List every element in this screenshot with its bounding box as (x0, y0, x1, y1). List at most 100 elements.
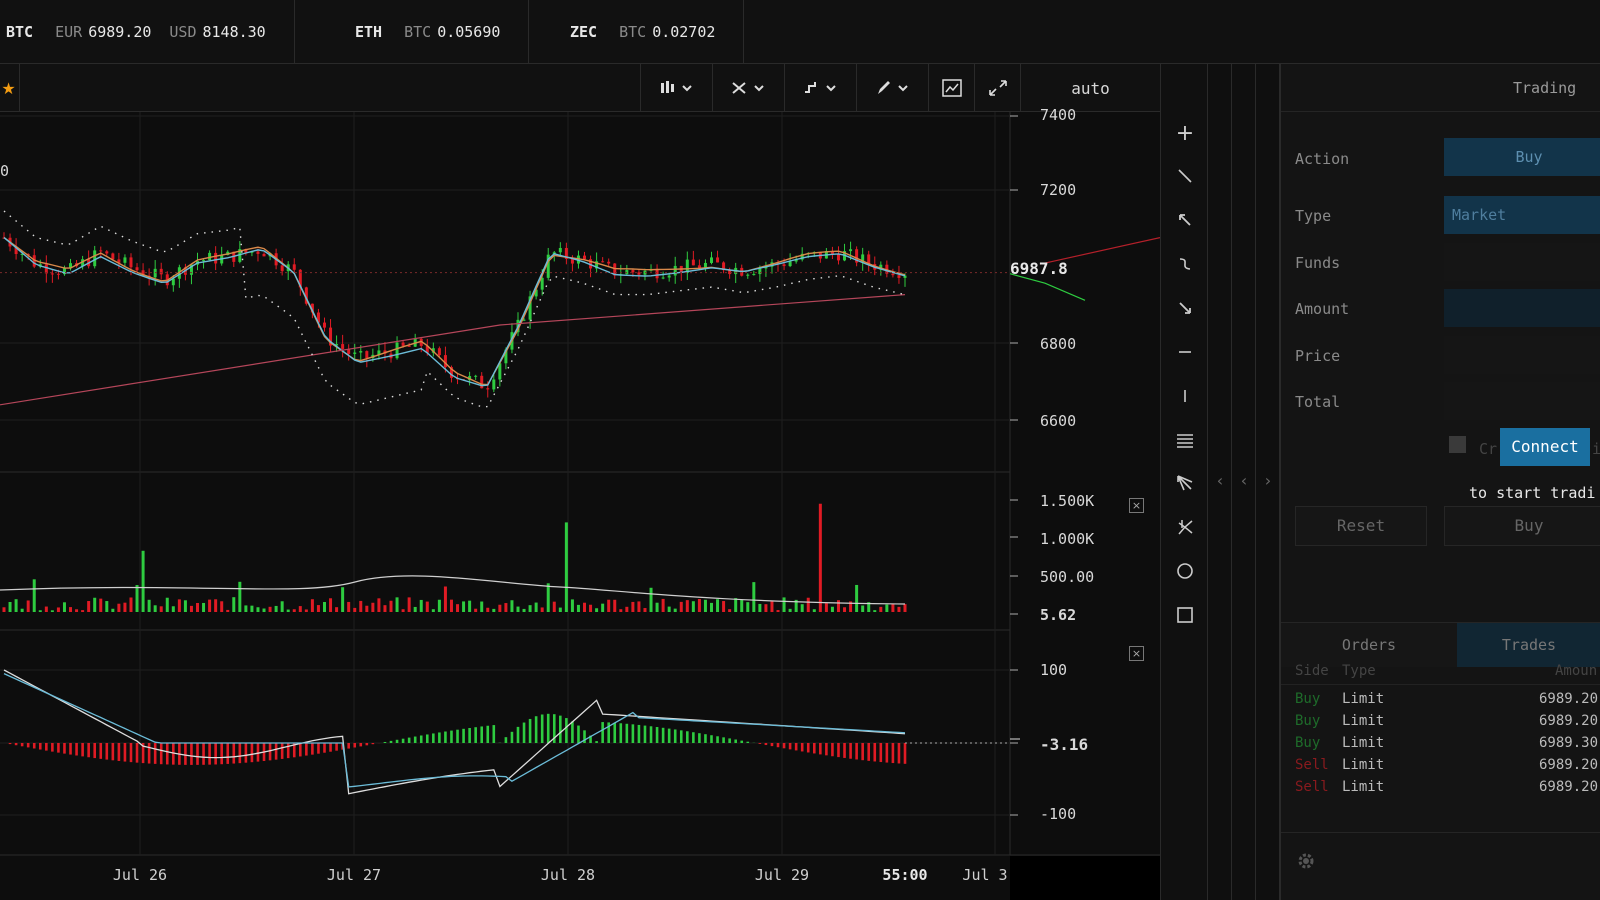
price-chart[interactable] (0, 112, 1160, 900)
ray-icon[interactable] (1161, 296, 1209, 326)
rectangle-icon[interactable] (1161, 604, 1209, 634)
price-candle (256, 251, 260, 254)
circle-icon[interactable] (1161, 560, 1209, 590)
price-candle (449, 367, 453, 378)
scale-selector[interactable]: auto (1020, 64, 1160, 112)
tab-trades[interactable]: Trades (1457, 623, 1600, 667)
close-macd-icon[interactable]: × (1129, 646, 1144, 661)
volume-bar (776, 610, 780, 612)
macd-histogram-bar (794, 743, 798, 751)
gear-icon[interactable] (1295, 850, 1317, 872)
trendline-icon[interactable] (1161, 164, 1209, 194)
volume-bar (468, 600, 472, 612)
checkbox[interactable] (1449, 436, 1466, 453)
collapse-strip[interactable]: › (1256, 64, 1280, 900)
macd-histogram-bar (855, 743, 858, 760)
macd-histogram-bar (38, 743, 42, 750)
volume-bar (395, 597, 399, 612)
macd-histogram-bar (456, 729, 459, 743)
chart-area[interactable] (0, 112, 1160, 900)
ticker-btc[interactable]: BTC EUR 6989.20 USD 8148.30 (6, 0, 295, 64)
connect-button[interactable]: Connect (1500, 428, 1590, 466)
volume-bar (183, 600, 187, 612)
tab-orders[interactable]: Orders (1281, 623, 1457, 667)
macd-histogram-bar (208, 743, 211, 765)
draw-button[interactable] (856, 64, 928, 112)
total-input[interactable] (1444, 382, 1600, 420)
fibonacci-icon[interactable] (1161, 428, 1209, 458)
macd-histogram-bar (649, 726, 653, 743)
volume-bar (208, 599, 212, 612)
volume-bar (14, 599, 18, 612)
indicators-button[interactable] (712, 64, 784, 112)
last-price-label: 6987.8 (1010, 259, 1068, 278)
chart-type-button[interactable] (640, 64, 712, 112)
macd-histogram-bar (631, 724, 635, 743)
screenshot-button[interactable] (928, 64, 974, 112)
compare-icon (804, 82, 836, 93)
funds-input[interactable] (1444, 243, 1600, 281)
ticker-symbol: ZEC (570, 23, 598, 41)
price-axis-label: 6800 (1040, 335, 1077, 353)
star-icon[interactable]: ★ (0, 64, 20, 112)
volume-bar (703, 599, 707, 612)
fullscreen-button[interactable] (974, 64, 1020, 112)
close-volume-icon[interactable]: × (1129, 498, 1144, 513)
macd-histogram-bar (686, 731, 689, 743)
amount-input[interactable] (1444, 289, 1600, 327)
chevron-right-icon: › (1264, 471, 1272, 490)
volume-bar (196, 602, 200, 612)
price-candle (208, 252, 212, 261)
volume-bar (401, 609, 405, 612)
volume-bar (885, 604, 889, 612)
price-input[interactable] (1444, 336, 1600, 374)
price-candle (583, 255, 587, 260)
macd-histogram-bar (510, 731, 514, 743)
macd-histogram-bar (244, 743, 248, 763)
price-candle (238, 249, 242, 262)
price-candle (891, 273, 895, 276)
price-candle (504, 349, 508, 364)
curve-icon[interactable] (1161, 252, 1209, 282)
horizontal-line-icon[interactable] (1161, 340, 1209, 370)
pitchfork-icon[interactable] (1161, 472, 1209, 502)
macd-histogram-bar (734, 739, 737, 743)
macd-histogram-bar (371, 743, 375, 745)
reset-button[interactable]: Reset (1295, 506, 1427, 546)
action-buy-button[interactable]: Buy (1444, 138, 1600, 176)
volume-bar (570, 599, 574, 612)
ticker-eth[interactable]: ETH BTC 0.05690 (355, 0, 530, 64)
type-select[interactable]: Market (1444, 196, 1600, 234)
ticker-zec[interactable]: ZEC BTC 0.02702 (570, 0, 745, 64)
collapse-strip[interactable]: ‹ (1232, 64, 1256, 900)
volume-bar (171, 606, 175, 612)
volume-bar (117, 603, 121, 612)
volume-bar (740, 599, 744, 612)
ma-long-line (0, 294, 906, 406)
price-candle (117, 259, 121, 263)
volume-bar (371, 602, 375, 612)
compare-button[interactable] (784, 64, 856, 112)
buy-button[interactable]: Buy (1444, 506, 1600, 546)
price-candle (558, 247, 562, 253)
arrow-icon[interactable] (1161, 208, 1209, 238)
price-candle (667, 275, 671, 278)
volume-bar (38, 610, 42, 612)
indicator-icon (731, 82, 764, 94)
volume-bar (437, 599, 441, 612)
macd-histogram-bar (256, 743, 260, 762)
volume-bar (159, 606, 163, 612)
gann-icon[interactable] (1161, 516, 1209, 546)
vertical-line-icon[interactable] (1161, 384, 1209, 414)
volume-bar (800, 604, 804, 612)
collapse-strip[interactable]: ‹ (1208, 64, 1232, 900)
macd-histogram-bar (165, 743, 169, 765)
macd-histogram-bar (540, 714, 544, 743)
crosshair-icon[interactable]: + (1175, 121, 1195, 146)
volume-bar (347, 601, 351, 612)
volume-bar (861, 605, 865, 612)
order-amount: 6989.20 (1539, 691, 1599, 707)
macd-histogram-bar (637, 724, 641, 743)
macd-axis-label: -100 (1040, 805, 1077, 823)
volume-bar (552, 601, 556, 612)
